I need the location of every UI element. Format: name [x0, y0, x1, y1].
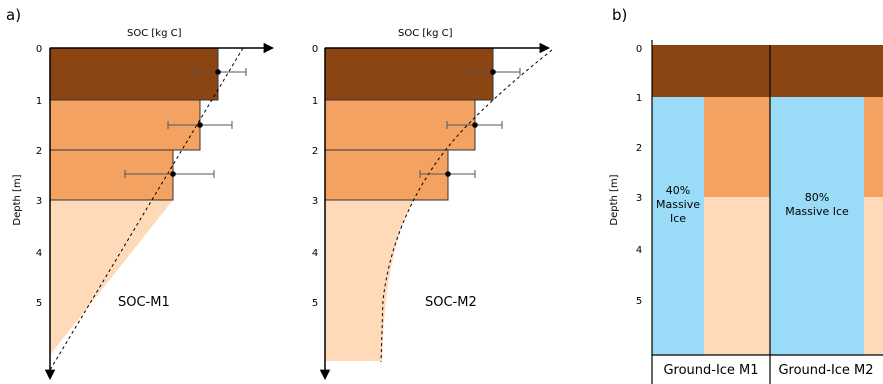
ground-ice-m1-ice-text: Ice	[670, 212, 686, 225]
ground-ice-m1-massive-ice	[652, 97, 704, 355]
ground-ice-m1-top-layer	[652, 45, 770, 97]
ground-ice-depth-axis-label: Depth [m]	[609, 174, 620, 225]
depth-tick: 5	[36, 298, 42, 309]
ground-ice-m1-mid-layer	[704, 97, 770, 197]
ground-ice-m1-label: Ground-Ice M1	[663, 363, 758, 378]
depth-tick: 3	[36, 196, 42, 207]
ground-ice-m2-percent: 80%	[805, 191, 829, 204]
soc-m1-layer-0-1	[49, 47, 219, 101]
depth-tick: 3	[636, 193, 642, 204]
depth-tick: 2	[36, 146, 42, 157]
ground-ice-m1-percent: 40%	[666, 184, 690, 197]
soc-m2-error-bar	[446, 121, 503, 129]
ground-ice-m2-massive-ice	[770, 97, 864, 355]
panel-a-label: a)	[6, 6, 21, 24]
soc-m2-deep-layer	[325, 200, 414, 361]
depth-tick: 4	[312, 248, 318, 259]
soc-m1-depth-ticks: 0 1 2 3 4 5	[36, 44, 42, 309]
soc-m2-depth-ticks: 0 1 2 3 4 5	[312, 44, 318, 309]
soc-m1-deep-layer	[50, 200, 173, 355]
soc-m2-error-bar	[419, 170, 476, 178]
depth-tick: 1	[312, 96, 318, 107]
soc-m1-error-bar	[124, 170, 215, 178]
soc-m2-error-bar	[465, 68, 521, 76]
ground-ice-m1-ice-text: Massive	[656, 198, 700, 211]
soc-m2-profile: SOC [kg C] 0 1 2 3 4 5 SOC-M2	[312, 28, 553, 381]
depth-tick: 1	[636, 93, 642, 104]
ground-ice-panel: 0 1 2 3 4 5 Depth [m] 40% Massive Ice 80…	[609, 40, 883, 384]
depth-tick: 5	[312, 298, 318, 309]
ground-ice-m2-top-layer	[770, 45, 883, 97]
panel-b-label: b)	[612, 6, 627, 24]
soc-m1-layer-2-3	[49, 149, 174, 201]
depth-tick: 2	[636, 143, 642, 154]
depth-tick: 3	[312, 196, 318, 207]
ground-ice-depth-ticks: 0 1 2 3 4 5	[636, 44, 642, 307]
depth-tick: 5	[636, 296, 642, 307]
ground-ice-m2-mid-layer	[864, 97, 883, 197]
ground-ice-m2-ice-text: Massive Ice	[785, 205, 849, 218]
soc-m2-label: SOC-M2	[425, 295, 477, 310]
depth-axis-label: Depth [m]	[12, 174, 23, 225]
soc-m1-label: SOC-M1	[118, 295, 170, 310]
ground-ice-m2-label: Ground-Ice M2	[778, 363, 873, 378]
soc-m1-fit-curve	[49, 47, 244, 371]
depth-tick: 1	[36, 96, 42, 107]
soc-m1-profile: SOC [kg C] Depth [m] 0 1 2 3 4 5 SOC-M1	[12, 28, 275, 381]
soc-m2-fit-curve	[380, 49, 553, 363]
soc-m2-layer-0-1	[324, 47, 494, 101]
soc-m1-x-axis-label: SOC [kg C]	[127, 28, 182, 39]
depth-tick: 2	[312, 146, 318, 157]
depth-tick: 0	[636, 44, 642, 55]
depth-tick: 4	[636, 245, 642, 256]
soc-m2-x-axis-label: SOC [kg C]	[398, 28, 453, 39]
depth-tick: 0	[312, 44, 318, 55]
soc-m1-error-bar	[167, 121, 233, 129]
ground-ice-m1-deep-layer	[704, 197, 770, 355]
soc-m1-error-bar	[192, 68, 247, 76]
depth-tick: 4	[36, 248, 42, 259]
soc-m2-layer-2-3	[324, 149, 449, 201]
ground-ice-m2-deep-layer	[864, 197, 883, 355]
depth-tick: 0	[36, 44, 42, 55]
